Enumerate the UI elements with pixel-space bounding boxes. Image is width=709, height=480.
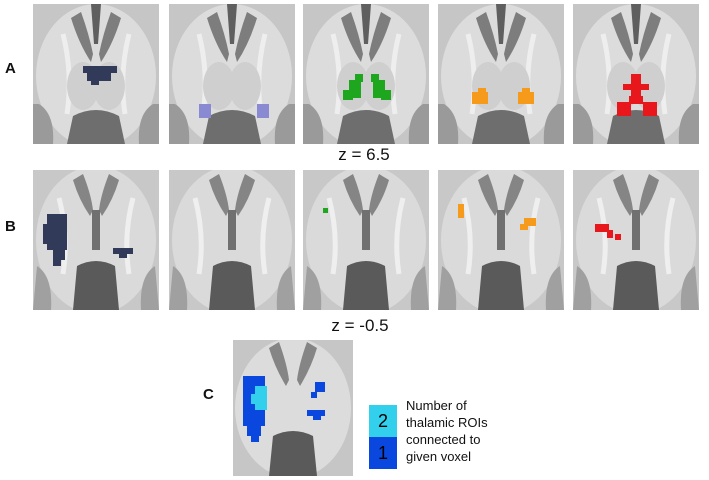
- panel-a3: [303, 4, 429, 144]
- brain-slice-image: [33, 4, 159, 144]
- panel-c: [233, 340, 353, 476]
- panel-b4: [438, 170, 564, 310]
- legend-swatch-value: 1: [377, 443, 388, 463]
- brain-slice-image: [438, 170, 564, 310]
- slice-label-row-a: z = 6.5: [338, 145, 390, 164]
- row-label-a: A: [5, 60, 16, 77]
- row-label-c: C: [203, 386, 214, 403]
- brain-slice-image: [169, 4, 295, 144]
- brain-slice-image: [233, 340, 353, 476]
- legend-text-line: given voxel: [406, 449, 472, 464]
- legend-text-line: thalamic ROIs: [406, 415, 488, 430]
- legend-swatch-1: 1: [369, 437, 397, 469]
- brain-slice-image: [33, 170, 159, 310]
- panel-b3: [303, 170, 429, 310]
- legend-text-line: Number of: [406, 398, 467, 413]
- legend-text-line: connected to: [406, 432, 481, 447]
- panel-b5: [573, 170, 699, 310]
- legend-swatch-value: 2: [377, 411, 388, 431]
- panel-b2: [169, 170, 295, 310]
- brain-slice-image: [573, 170, 699, 310]
- panel-a5: [573, 4, 699, 144]
- brain-slice-image: [303, 4, 429, 144]
- panel-a4: [438, 4, 564, 144]
- brain-slice-image: [169, 170, 295, 310]
- brain-slice-image: [573, 4, 699, 144]
- panel-a2: [169, 4, 295, 144]
- legend-swatch-2: 2: [369, 405, 397, 437]
- panel-a1: [33, 4, 159, 144]
- brain-slice-image: [438, 4, 564, 144]
- legend-description: Number of thalamic ROIs connected to giv…: [406, 397, 516, 465]
- slice-label-row-b: z = -0.5: [331, 316, 389, 335]
- row-label-b: B: [5, 218, 16, 235]
- panel-b1: [33, 170, 159, 310]
- brain-slice-image: [303, 170, 429, 310]
